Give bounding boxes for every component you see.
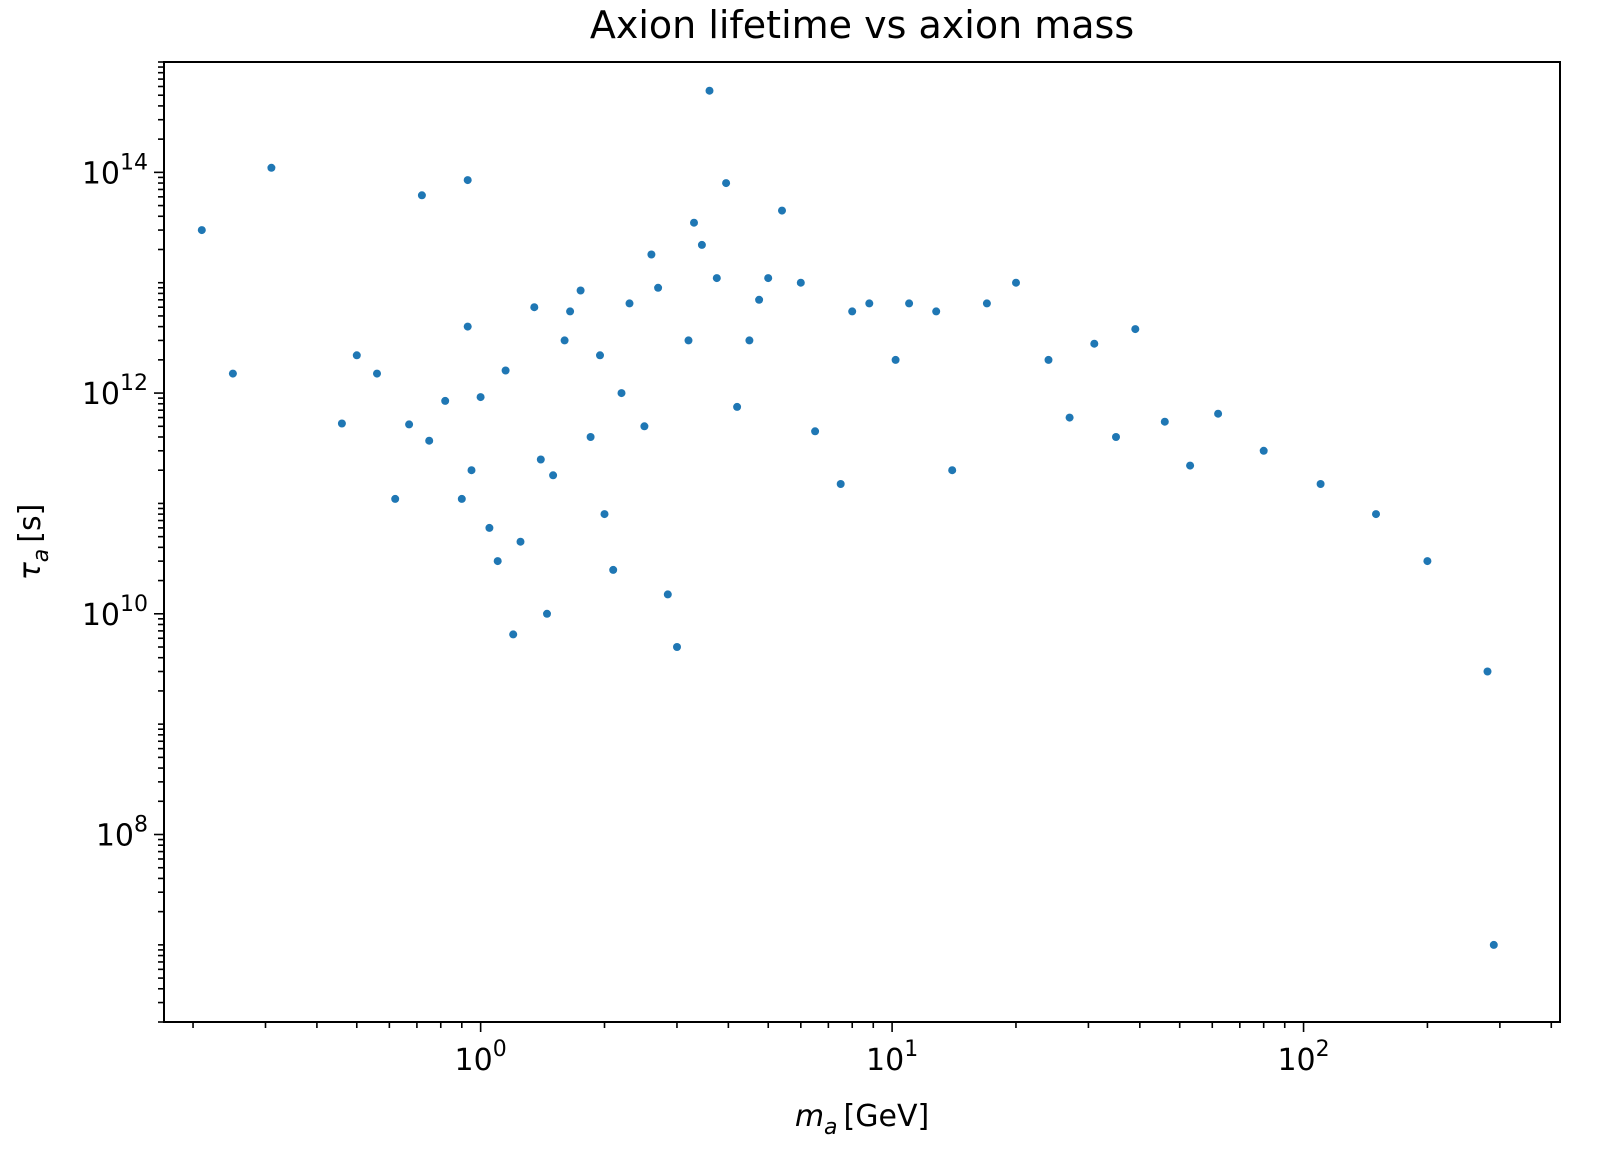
x-axis-ticks: 100 101 102 <box>192 1022 1553 1078</box>
data-point <box>373 369 381 378</box>
data-point <box>1131 325 1140 334</box>
y-tick-label: 1014 <box>82 150 148 191</box>
data-point <box>690 218 698 227</box>
data-point <box>796 278 805 287</box>
data-point <box>1423 557 1432 566</box>
data-point <box>1214 409 1223 418</box>
y-tick-label: 108 <box>96 813 148 854</box>
data-point <box>663 590 672 599</box>
data-point <box>1259 446 1268 455</box>
data-point <box>722 179 731 188</box>
data-point <box>684 336 693 345</box>
data-point <box>405 420 414 429</box>
data-point <box>1372 510 1380 519</box>
data-point <box>1316 480 1325 488</box>
data-point <box>457 494 466 503</box>
data-point <box>617 389 626 398</box>
data-point <box>733 402 742 411</box>
data-point <box>485 523 494 532</box>
x-tick-label: 101 <box>866 1037 918 1078</box>
data-point <box>1090 339 1099 348</box>
data-point <box>905 299 914 308</box>
data-point <box>745 336 754 345</box>
data-point <box>1065 413 1074 422</box>
data-point <box>811 427 820 436</box>
plot-frame <box>163 61 1561 1023</box>
data-point <box>536 455 545 464</box>
data-point <box>501 366 510 375</box>
data-point <box>609 565 618 574</box>
data-point <box>673 643 681 651</box>
y-axis-ticks: 108 1010 1012 1014 <box>82 61 164 1023</box>
data-points <box>197 86 1498 949</box>
data-point <box>705 86 714 95</box>
data-point <box>640 422 649 431</box>
data-point <box>463 322 472 331</box>
data-point <box>697 240 706 249</box>
data-point <box>596 351 604 360</box>
data-point <box>509 630 518 639</box>
data-point <box>778 206 786 215</box>
data-point <box>493 557 502 566</box>
data-point <box>982 299 991 308</box>
data-point <box>586 433 595 441</box>
chart-title: Axion lifetime vs axion mass <box>590 3 1134 47</box>
data-point <box>476 393 485 402</box>
x-tick-label: 100 <box>455 1037 507 1078</box>
data-point <box>566 307 575 316</box>
data-point <box>549 471 558 480</box>
data-point <box>391 494 400 503</box>
data-point <box>337 419 346 428</box>
data-point <box>654 283 663 292</box>
data-point <box>836 480 845 488</box>
data-point <box>647 250 656 259</box>
data-point <box>543 609 551 618</box>
data-point <box>1012 278 1020 287</box>
data-point <box>516 537 525 546</box>
data-point <box>600 510 609 519</box>
data-point <box>1489 940 1498 949</box>
data-point <box>417 191 426 200</box>
data-point <box>197 226 206 235</box>
data-point <box>932 307 941 316</box>
data-point <box>576 286 585 295</box>
data-point <box>530 303 539 312</box>
data-point <box>948 466 957 475</box>
data-point <box>625 299 634 308</box>
data-point <box>467 466 476 475</box>
y-tick-label: 1012 <box>82 371 148 412</box>
data-point <box>267 163 276 172</box>
data-point <box>441 396 450 405</box>
data-point <box>463 176 472 185</box>
data-point <box>755 295 764 304</box>
data-point <box>352 351 361 360</box>
x-axis-label: ma [GeV] <box>795 1099 929 1140</box>
data-point <box>764 274 773 283</box>
data-point <box>848 307 857 316</box>
data-point <box>1483 667 1492 676</box>
y-axis-label: τa[s] <box>13 504 54 581</box>
data-point <box>1160 417 1169 426</box>
data-point <box>865 299 874 308</box>
data-point <box>1186 461 1195 470</box>
data-point <box>1044 355 1053 364</box>
data-point <box>560 336 569 345</box>
x-tick-label: 102 <box>1277 1037 1329 1078</box>
data-point <box>1112 433 1120 441</box>
data-point <box>712 274 721 283</box>
data-point <box>425 436 434 445</box>
data-point <box>228 369 237 378</box>
data-point <box>891 355 900 364</box>
y-tick-label: 1010 <box>82 592 148 633</box>
